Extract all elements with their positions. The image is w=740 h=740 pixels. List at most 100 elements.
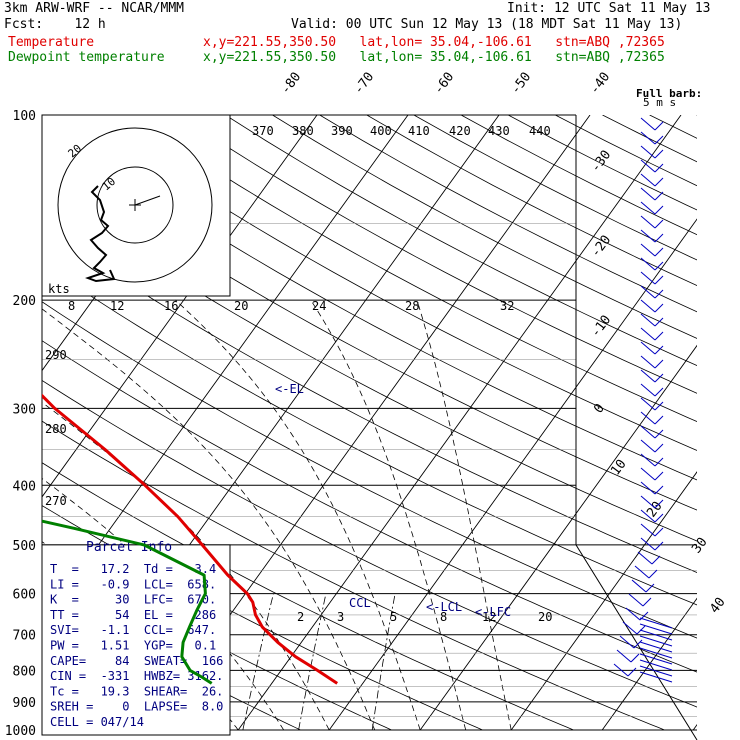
isotherm-label: -80 (278, 70, 304, 98)
theta-label: 400 (370, 124, 392, 138)
isotherm-label: 30 (689, 535, 710, 557)
barb-legend-label: Full barb: (636, 87, 702, 100)
wind-barb-flag (654, 177, 664, 187)
model-title: 3km ARW-WRF -- NCAR/MMM (4, 1, 185, 16)
isotherm-line (510, 471, 697, 730)
wind-barb-staff (619, 635, 635, 649)
wind-barb-flag (654, 275, 664, 285)
wind-barb-staff (640, 271, 656, 285)
isotherm-label: -30 (588, 148, 614, 176)
sounding-profiles (42, 393, 339, 685)
wind-barb-staff (640, 411, 656, 425)
wind-barb-flag (654, 205, 664, 215)
theta-label: 390 (331, 124, 353, 138)
wind-barb-flag (651, 555, 661, 565)
wind-barb-staff (640, 187, 656, 201)
parcel-info-panel: Parcel Info T = 17.2 Td = 3.4LI = -0.9 LC… (41, 540, 231, 736)
theta-label: 370 (252, 124, 274, 138)
wind-barb-staff (625, 607, 641, 621)
isotherm-label: 40 (707, 595, 728, 617)
wind-barb-staff (640, 495, 656, 509)
parcel-row: Tc = 19.3 SHEAR= 26. (50, 684, 223, 698)
theta-left-label: 280 (45, 422, 67, 436)
wind-barb-flag (654, 499, 664, 509)
wind-barb-flag (654, 303, 664, 313)
wind-barb-staff (640, 299, 656, 313)
wind-barb-flag (654, 331, 664, 341)
parcel-panel-title: Parcel Info (86, 540, 172, 555)
wind-barb-staff (640, 481, 656, 495)
forecast-hour: Fcst: 12 h (4, 17, 106, 32)
barb-legend-units: 5 m s (643, 96, 676, 109)
wind-barb-flag (654, 443, 664, 453)
wind-barb-low (639, 659, 673, 671)
wind-barb-low (639, 629, 673, 641)
pressure-tick-labels: 100 200 300 400 500 600 700 800 900 1000 (5, 109, 36, 739)
wind-barb-flag (654, 429, 664, 439)
isotherm-line (419, 344, 697, 730)
temperature-station-info: x,y=221.55,350.50 lat,lon= 35.04,-106.61… (203, 35, 665, 50)
wind-barb-flag (654, 345, 664, 355)
isotherm-label: -50 (508, 70, 534, 98)
wind-barb-flag (645, 583, 655, 593)
wind-barb-flag (648, 569, 658, 579)
dry-adiabat-line (319, 115, 697, 313)
wind-barb-staff (640, 523, 656, 537)
parcel-row: SVI= -1.1 CCL= 647. (50, 623, 216, 637)
isotherm-line (42, 115, 318, 498)
parcel-row: CELL = 047/14 (50, 715, 144, 729)
pressure-tick-label: 800 (13, 664, 36, 679)
wind-barb-staff (640, 341, 656, 355)
isotherm-label: -10 (588, 313, 614, 341)
wind-barb-flag (642, 597, 652, 607)
isotherm-line (237, 115, 682, 730)
dry-adiabat-line (272, 115, 697, 339)
pressure-tick-label: 200 (13, 294, 36, 309)
pressure-tick-label: 1000 (5, 724, 36, 739)
wind-barb-flag (654, 527, 664, 537)
hodograph-ring-outer (57, 127, 213, 283)
mixing-ratio-label-lower: 2 (297, 610, 304, 624)
wind-barb-flag (654, 289, 664, 299)
wind-barb-flag (654, 401, 664, 411)
wind-barb-flag (654, 191, 664, 201)
theta-label: 440 (529, 124, 551, 138)
wind-barb-flag (654, 149, 664, 159)
wind-barb-flag (654, 359, 664, 369)
wind-barb-staff (640, 229, 656, 243)
hodograph-ring-inner (96, 166, 174, 244)
theta-label: 410 (408, 124, 430, 138)
wind-barb-flag (654, 415, 664, 425)
pressure-tick-label: 300 (13, 402, 36, 417)
wind-barb-staff (640, 369, 656, 383)
parcel-row: CAPE= 84 SWEAT= 166 (50, 654, 223, 668)
wind-barb-staff (637, 551, 653, 565)
dry-adiabat-line (602, 115, 697, 163)
wind-barb-flag (654, 219, 664, 229)
wind-barb-staff (640, 509, 656, 523)
wind-barb-staff (640, 243, 656, 257)
dewpoint-profile (42, 519, 213, 685)
mixing-ratio-label-upper: 28 (405, 299, 419, 313)
hodograph-mean-vector (134, 195, 161, 206)
moist-adiabat-line (416, 299, 512, 730)
wind-barb-staff (622, 621, 638, 635)
wind-barb-flag (654, 261, 664, 271)
isotherm-label: -60 (431, 70, 457, 98)
pressure-tick-label: 700 (13, 629, 36, 644)
wind-barb-flag (654, 471, 664, 481)
isotherm-label: -40 (587, 70, 613, 98)
theta-label: 380 (292, 124, 314, 138)
wind-barb-staff (640, 173, 656, 187)
wind-barb-staff (631, 579, 647, 593)
pressure-tick-label: 600 (13, 588, 36, 603)
parcel-row: K = 30 LFC= 670. (50, 593, 216, 607)
mixing-ratio-label-upper: 24 (312, 299, 326, 313)
wind-barb-staff (640, 131, 656, 145)
wind-barb-flag (654, 317, 664, 327)
dewpoint-legend: Dewpoint temperature (8, 50, 165, 65)
wind-barb-staff (640, 453, 656, 467)
mixing-ratio-label-upper: 20 (234, 299, 248, 313)
isotherm-label: 10 (608, 457, 629, 479)
